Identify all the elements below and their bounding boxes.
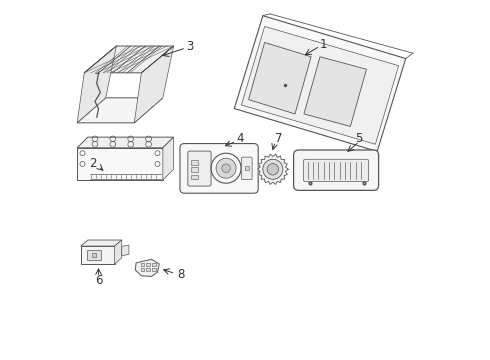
Text: 1: 1 <box>320 38 327 51</box>
Polygon shape <box>77 46 117 123</box>
Polygon shape <box>84 46 173 73</box>
Bar <box>147 263 150 266</box>
Bar <box>141 263 144 266</box>
Polygon shape <box>77 98 163 123</box>
Circle shape <box>267 163 279 175</box>
Text: 2: 2 <box>90 157 97 170</box>
Text: 4: 4 <box>236 132 244 145</box>
Circle shape <box>222 164 230 172</box>
Bar <box>141 268 144 271</box>
Polygon shape <box>242 26 398 144</box>
Bar <box>192 175 198 179</box>
Polygon shape <box>258 154 288 184</box>
Bar <box>192 167 198 172</box>
FancyBboxPatch shape <box>180 144 258 193</box>
Bar <box>152 268 156 271</box>
Bar <box>152 263 156 266</box>
FancyBboxPatch shape <box>294 150 379 190</box>
Text: 8: 8 <box>177 268 184 281</box>
Polygon shape <box>122 245 129 256</box>
Circle shape <box>263 159 283 179</box>
Text: 7: 7 <box>275 132 283 145</box>
Text: 3: 3 <box>186 40 194 53</box>
Bar <box>147 268 150 271</box>
Bar <box>192 160 198 165</box>
FancyBboxPatch shape <box>242 157 252 180</box>
Polygon shape <box>77 148 163 180</box>
FancyBboxPatch shape <box>304 159 368 181</box>
Polygon shape <box>115 240 122 264</box>
Polygon shape <box>304 57 367 126</box>
Text: 5: 5 <box>356 132 363 145</box>
Polygon shape <box>248 42 311 114</box>
Bar <box>87 250 100 260</box>
Text: 6: 6 <box>95 274 102 287</box>
Polygon shape <box>135 259 159 276</box>
Circle shape <box>216 158 236 178</box>
Polygon shape <box>77 137 173 148</box>
Polygon shape <box>234 16 406 152</box>
Polygon shape <box>81 240 122 246</box>
FancyBboxPatch shape <box>188 151 211 186</box>
Polygon shape <box>81 246 115 264</box>
Polygon shape <box>163 137 173 180</box>
Polygon shape <box>134 46 173 123</box>
